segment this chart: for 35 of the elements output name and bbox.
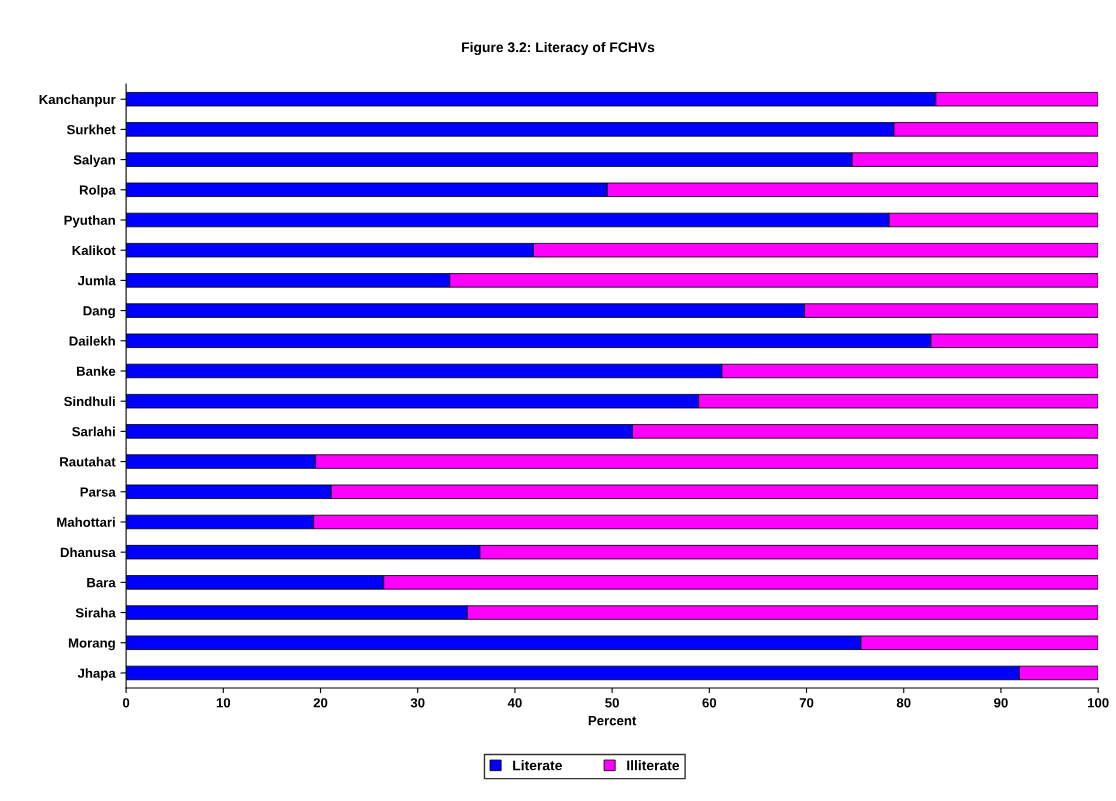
x-axis-title: Percent [588,716,637,726]
y-tick-label: Dang [83,306,115,319]
x-tick-label: 10 [216,698,231,708]
y-tick-label: Jumla [77,275,116,286]
y-tick-label: Morang [68,638,115,651]
y-tick-label: Surkhet [66,124,116,135]
x-tick-label: 0 [122,698,130,708]
legend-label: Illiterate [627,760,680,771]
x-tick-label: 90 [994,698,1008,708]
y-tick-label: Sarlahi [72,426,115,437]
x-tick-label: 20 [313,698,328,708]
y-tick-label: Rautahat [60,456,116,467]
y-tick-label: Salyan [73,154,115,168]
x-tick-label: 50 [605,698,619,708]
y-tick-label: Bara [87,578,116,588]
y-tick-label: Rolpa [79,185,116,198]
x-tick-label: 70 [799,698,814,708]
x-tick-label: 30 [410,698,425,708]
y-tick-label: Parsa [80,487,116,497]
x-tick-label: 40 [507,698,522,708]
y-tick-label: Mahottari [57,517,115,527]
y-tick-label: Jhapa [77,668,116,681]
x-tick-label: 100 [1087,698,1109,708]
x-tick-label: 60 [702,698,717,708]
y-tick-label: Banke [76,366,116,376]
x-tick-label: 80 [896,698,911,708]
y-tick-label: Dailekh [69,336,115,346]
y-tick-label: Pyuthan [64,215,115,228]
y-tick-label: Kanchanpur [39,94,116,107]
chart-title: Figure 3.2: Literacy of FCHVs [462,42,655,56]
legend-label: Literate [513,760,562,771]
y-tick-label: Dhanusa [60,547,116,558]
y-tick-label: Sindhuli [64,396,115,407]
y-tick-label: Kalikot [72,245,116,256]
y-tick-label: Siraha [75,607,116,618]
